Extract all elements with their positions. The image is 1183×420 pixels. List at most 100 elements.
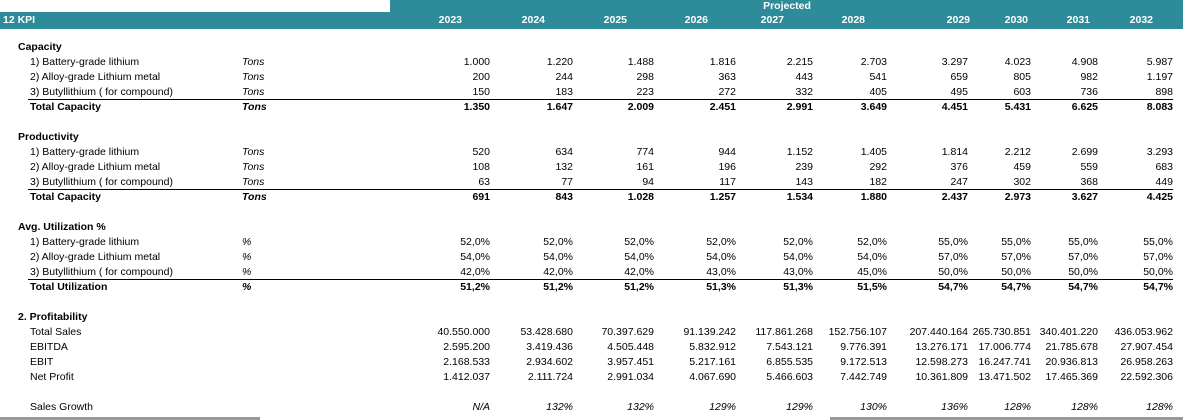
cell-value: 51,3% xyxy=(706,281,736,293)
cell-value: 2.212 xyxy=(1004,146,1031,158)
year-header: 2027 xyxy=(760,14,784,26)
row-label: 3) Butyllithium ( for compound) xyxy=(30,86,173,98)
cell-value: 50,0% xyxy=(1143,266,1173,278)
cell-value: 363 xyxy=(718,71,736,83)
cell-value: 4.908 xyxy=(1071,56,1098,68)
cell-value: 108 xyxy=(472,161,490,173)
cell-value: 1.350 xyxy=(463,101,490,113)
cell-value: 77 xyxy=(561,176,573,188)
year-header: 2026 xyxy=(684,14,708,26)
cell-value: 2.991.034 xyxy=(607,371,654,383)
cell-value: 54,0% xyxy=(543,251,573,263)
cell-value: 129% xyxy=(786,401,813,413)
table-row: Net Profit 1.412.037 2.111.724 2.991.034 4.0… xyxy=(0,370,1183,385)
cell-value: 3.627 xyxy=(1071,191,1098,203)
cell-value: 21.785.678 xyxy=(1045,341,1098,353)
row-label: 2) Alloy-grade Lithium metal xyxy=(30,71,161,83)
cell-value: 8.083 xyxy=(1146,101,1173,113)
cell-value: 805 xyxy=(1013,71,1031,83)
cell-value: 1.405 xyxy=(860,146,887,158)
cell-value: 128% xyxy=(1004,401,1031,413)
cell-value: 1.257 xyxy=(709,191,736,203)
cell-value: 1.000 xyxy=(463,56,490,68)
cell-value: 12.598.273 xyxy=(915,356,968,368)
cell-value: 265.730.851 xyxy=(972,326,1031,338)
section-title: Capacity xyxy=(18,41,62,53)
cell-value: 1.220 xyxy=(546,56,573,68)
cell-value: 1.028 xyxy=(627,191,654,203)
table-row: 1) Battery-grade lithium% 52,0% 52,0% 52,0%… xyxy=(0,235,1183,250)
row-unit: Tons xyxy=(242,101,267,113)
cell-value: 57,0% xyxy=(1143,251,1173,263)
cell-value: 42,0% xyxy=(624,266,654,278)
cell-value: 57,0% xyxy=(1068,251,1098,263)
bottom-divider xyxy=(830,417,1183,420)
cell-value: 54,0% xyxy=(706,251,736,263)
row-unit: Tons xyxy=(242,56,265,68)
row-unit: Tons xyxy=(242,86,265,98)
cell-value: 1.816 xyxy=(709,56,736,68)
row-unit: % xyxy=(242,251,252,263)
cell-value: 54,0% xyxy=(783,251,813,263)
cell-value: 559 xyxy=(1080,161,1098,173)
cell-value: 541 xyxy=(869,71,887,83)
cell-value: 183 xyxy=(555,86,573,98)
section-header-row: Productivity xyxy=(0,130,1183,145)
cell-value: 436.053.962 xyxy=(1114,326,1173,338)
row-label: 2) Alloy-grade Lithium metal xyxy=(30,251,161,263)
cell-value: 55,0% xyxy=(1068,236,1098,248)
cell-value: 200 xyxy=(472,71,490,83)
cell-value: 70.397.629 xyxy=(601,326,654,338)
cell-value: 53.428.680 xyxy=(520,326,573,338)
kpi-title: 12 KPI xyxy=(3,14,36,26)
cell-value: 152.756.107 xyxy=(828,326,887,338)
cell-value: 5.832.912 xyxy=(689,341,736,353)
cell-value: 55,0% xyxy=(938,236,968,248)
row-label: Total Sales xyxy=(30,326,82,338)
cell-value: 443 xyxy=(795,71,813,83)
cell-value: 42,0% xyxy=(543,266,573,278)
cell-value: 136% xyxy=(941,401,968,413)
row-label: 2) Alloy-grade Lithium metal xyxy=(30,161,161,173)
cell-value: 495 xyxy=(950,86,968,98)
cell-value: 13.471.502 xyxy=(978,371,1031,383)
cell-value: 5.217.161 xyxy=(689,356,736,368)
row-unit: % xyxy=(242,266,252,278)
total-row: Total Utilization% 51,2% 51,2% 51,2% 51,3% 51… xyxy=(0,280,1183,295)
cell-value: 634 xyxy=(555,146,573,158)
total-row: Total Capacity Tons 691 843 1.028 1.257 1.534 1… xyxy=(0,190,1183,205)
cell-value: 5.987 xyxy=(1146,56,1173,68)
cell-value: 43,0% xyxy=(706,266,736,278)
row-unit: Tons xyxy=(242,146,265,158)
cell-value: 51,2% xyxy=(543,281,573,293)
year-header: 2028 xyxy=(841,14,865,26)
cell-value: 7.543.121 xyxy=(766,341,813,353)
cell-value: 150 xyxy=(472,86,490,98)
row-unit: % xyxy=(242,281,252,293)
cell-value: 459 xyxy=(1013,161,1031,173)
cell-value: 51,3% xyxy=(783,281,813,293)
cell-value: 5.431 xyxy=(1004,101,1031,113)
cell-value: 94 xyxy=(642,176,654,188)
cell-value: 51,5% xyxy=(857,281,887,293)
cell-value: 239 xyxy=(795,161,813,173)
cell-value: 16.247.741 xyxy=(978,356,1031,368)
cell-value: 2.934.602 xyxy=(526,356,573,368)
cell-value: 57,0% xyxy=(938,251,968,263)
cell-value: 51,2% xyxy=(460,281,490,293)
cell-value: 898 xyxy=(1155,86,1173,98)
cell-value: 54,7% xyxy=(938,281,968,293)
row-label: Net Profit xyxy=(30,371,74,383)
row-label: Total Capacity xyxy=(30,191,101,203)
cell-value: 223 xyxy=(636,86,654,98)
row-label: EBIT xyxy=(30,356,54,368)
cell-value: 2.009 xyxy=(627,101,654,113)
cell-value: 4.505.448 xyxy=(607,341,654,353)
cell-value: 2.595.200 xyxy=(443,341,490,353)
cell-value: 43,0% xyxy=(783,266,813,278)
cell-value: 128% xyxy=(1146,401,1173,413)
cell-value: 1.412.037 xyxy=(443,371,490,383)
cell-value: 9.776.391 xyxy=(840,341,887,353)
cell-value: 4.425 xyxy=(1146,191,1173,203)
cell-value: 2.991 xyxy=(786,101,813,113)
